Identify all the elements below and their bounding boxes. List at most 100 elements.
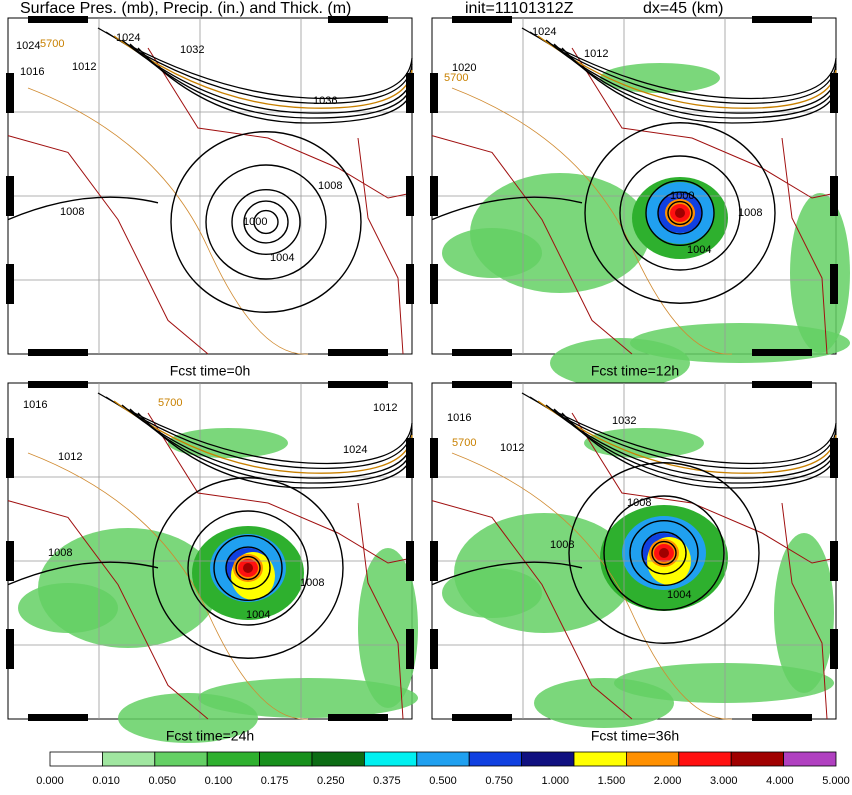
frame-tick [406, 541, 414, 581]
pressure-contour [187, 510, 309, 626]
colorbar-box [154, 751, 208, 767]
precip-area [358, 548, 418, 708]
pressure-contour [121, 404, 413, 479]
frame-tick [6, 264, 14, 304]
frame-tick [6, 438, 14, 478]
pressure-contour [205, 164, 327, 280]
colorbar-label: 0.750 [485, 775, 513, 787]
contour-label: 1024 [116, 32, 140, 44]
border-line [431, 47, 837, 355]
frame-tick [328, 381, 388, 388]
contour-label: 1008 [318, 180, 342, 192]
frame-tick [752, 349, 812, 356]
colorbar: 0.000 0.010 0.050 0.100 0.175 0.250 0.375 0.500… [36, 751, 850, 787]
frame-tick [452, 16, 512, 23]
pressure-contour [431, 196, 583, 221]
pressure-contour [641, 531, 687, 575]
panels: 1024 1016 1012 1024 1032 1036 1008 1000 1004 1008… [6, 16, 850, 743]
colorbar-label: 1.000 [542, 775, 570, 787]
colorbar-label: 1.500 [598, 775, 626, 787]
thickness-line [27, 452, 309, 720]
contour-label: 1036 [313, 95, 337, 107]
colorbar-label: 0.100 [205, 775, 233, 787]
border-line [7, 47, 413, 355]
panel-caption: Fcst time=0h [170, 363, 251, 379]
pressure-contour [105, 396, 413, 469]
map-panel: 1016 1012 1032 5700 1008 1008 1004 [430, 381, 838, 728]
frame-tick [28, 381, 88, 388]
contour-label: 1008 [60, 206, 84, 218]
pressure-contour [243, 200, 289, 244]
colorbar-label: 0.010 [92, 775, 120, 787]
precip-area [600, 63, 720, 93]
title: Surface Pres. (mb), Precip. (in.) and Th… [20, 0, 351, 17]
pressure-contour [521, 27, 837, 100]
pressure-contour [537, 35, 837, 109]
colorbar-box [678, 751, 732, 767]
contour-label: 5700 [158, 397, 182, 409]
pressure-contour [7, 196, 159, 221]
pressure-contour [537, 400, 837, 474]
colorbar-box [573, 751, 627, 767]
precip-area [118, 693, 258, 743]
frame-tick [406, 264, 414, 304]
precip-area [442, 228, 542, 278]
contour-label: 1004 [667, 589, 691, 601]
contour-label: 5700 [444, 72, 468, 84]
frame-tick [830, 176, 838, 216]
panel-caption: Fcst time=12h [591, 363, 679, 379]
colorbar-box [259, 751, 313, 767]
pressure-contour [553, 43, 837, 119]
panel-caption: Fcst time=36h [591, 728, 679, 744]
pressure-contour [129, 43, 413, 119]
precip-area [550, 338, 690, 388]
pressure-contour [545, 39, 837, 114]
pressure-contour [561, 47, 837, 124]
frame-tick [452, 714, 512, 721]
pressure-contour [113, 35, 413, 109]
contour-label: 1012 [58, 451, 82, 463]
contour-label: 1016 [23, 399, 47, 411]
frame-tick [6, 176, 14, 216]
colorbar-label: 4.000 [766, 775, 794, 787]
pressure-contour [170, 131, 362, 313]
precip-area [534, 678, 674, 728]
frame-tick [752, 381, 812, 388]
precip-area [614, 663, 834, 703]
panel-bg [7, 17, 413, 355]
pressure-contour [584, 122, 776, 304]
frame-tick [406, 73, 414, 113]
contour-label: 1024 [532, 26, 556, 38]
frame-tick [430, 73, 438, 113]
panel-caption: Fcst time=24h [166, 728, 254, 744]
pressure-contour [97, 392, 413, 465]
pressure-contour [235, 555, 261, 581]
colorbar-box [102, 751, 156, 767]
thickness-line [27, 87, 309, 355]
pressure-contour [521, 392, 837, 465]
border-line [7, 412, 413, 720]
contour-label: 1024 [343, 444, 367, 456]
contour-label: 1020 [452, 62, 476, 74]
colorbar-box [468, 751, 523, 767]
init-time: init=11101312Z [465, 0, 574, 17]
precip-area [442, 568, 542, 618]
precip-area [168, 428, 288, 458]
border-line [431, 412, 837, 720]
contour-label: 1008 [627, 497, 651, 509]
pressure-contour [545, 404, 837, 479]
pressure-contour [529, 31, 837, 104]
contour-label: 1032 [180, 44, 204, 56]
contour-label: 1008 [550, 539, 574, 551]
frame-tick [752, 16, 812, 23]
frame-tick [28, 714, 88, 721]
contour-label: 1012 [72, 61, 96, 73]
frame-tick [430, 629, 438, 669]
pressure-contour [213, 534, 283, 601]
pressure-contour [431, 561, 583, 586]
colorbar-label: 0.050 [149, 775, 177, 787]
colorbar-box [730, 751, 785, 767]
frame-tick [430, 438, 438, 478]
frame-tick [830, 629, 838, 669]
